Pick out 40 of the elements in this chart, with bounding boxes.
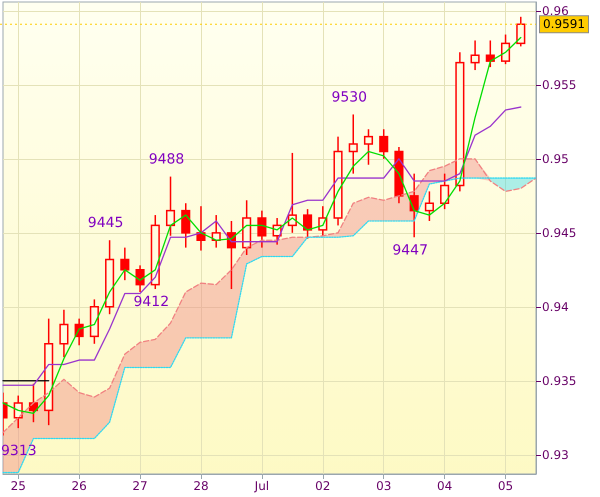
candlestick [379,128,388,160]
candlestick [181,202,190,248]
x-tick-label: 05 [498,479,514,493]
annotation: 9447 [392,242,428,258]
y-tick-label: 0.95 [542,152,569,166]
candlestick [500,34,510,65]
candlestick [470,40,480,71]
annotation: 9412 [133,294,170,310]
candlestick [59,309,68,358]
candlestick [212,214,221,248]
candlestick [348,114,358,174]
x-tick-label: 02 [315,479,330,493]
candlestick [424,190,434,222]
candlestick [14,394,23,429]
x-tick-label: 27 [132,479,148,493]
y-tick-label: 0.94 [542,300,569,314]
x-tick-label: 26 [72,479,87,493]
ref-line-label: 0.9591 [543,17,585,32]
x-tick-label: Jul [254,479,270,493]
candlestick [166,176,176,237]
x-tick-label: 25 [10,479,26,493]
y-tick-label: 0.935 [542,374,576,388]
y-tick-label: 0.96 [542,4,569,18]
candlestick [516,16,526,48]
annotation: 9488 [148,152,184,168]
y-tick-label: 0.945 [542,226,576,240]
candlestick [486,40,495,68]
x-tick-label: 03 [376,479,392,493]
candlestick [440,172,450,210]
candlestick [364,128,374,166]
x-tick-label: 04 [436,479,452,493]
line-series [2,106,522,386]
candlestick [120,246,130,281]
annotation: 9445 [88,215,124,232]
candlestick [136,264,145,293]
annotation: 9530 [331,89,368,106]
y-tick-label: 0.955 [542,78,576,92]
candlestick [257,210,266,248]
x-tick-label: 28 [193,479,209,493]
y-tick-label: 0.93 [542,448,569,462]
